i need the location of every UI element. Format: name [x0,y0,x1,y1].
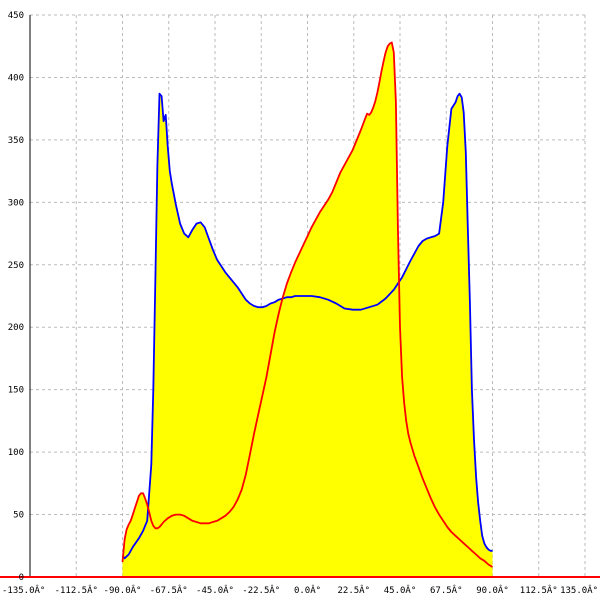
series-1-line [121,92,493,560]
series-2-fill [122,42,493,577]
x-tick-label: 45.0Â° [384,584,417,596]
x-tick-label: 112.5Â° [520,584,558,596]
y-tick-label: 300 [8,198,24,208]
y-tick-label: 450 [8,11,24,21]
y-tick-label: 250 [8,261,24,271]
y-tick-label: 50 [13,511,24,521]
y-tick-label: 150 [8,386,24,396]
axes [0,15,600,578]
x-tick-label: 67.5Â° [430,584,463,596]
series-2-line [121,41,493,568]
y-tick-labels: 0 50 100 150 200 250 300 350 400 450 [8,11,24,583]
x-tick-label: 22.5Â° [337,584,370,596]
x-tick-label: -112.5Â° [55,584,98,596]
x-tick-label: -90.0Â° [104,584,142,596]
x-tick-label: -45.0Â° [196,584,234,596]
series-lines [121,41,493,568]
x-tick-label: -135.0Â° [2,584,45,596]
x-tick-label: 0.0Â° [294,584,321,596]
area-fills [122,42,493,577]
x-tick-label: -67.5Â° [150,584,188,596]
y-tick-label: 400 [8,73,24,83]
x-tick-label: 90.0Â° [476,584,509,596]
x-tick-labels: -135.0Â° -112.5Â° -90.0Â° -67.5Â° -45.0Â° -22… [2,584,598,596]
y-tick-label: 200 [8,323,24,333]
x-tick-label: -22.5Â° [242,584,280,596]
x-tick-label: 135.0Â° [560,584,598,596]
y-tick-label: 350 [8,136,24,146]
y-tick-label: 0 [19,573,24,583]
y-tick-label: 100 [8,448,24,458]
